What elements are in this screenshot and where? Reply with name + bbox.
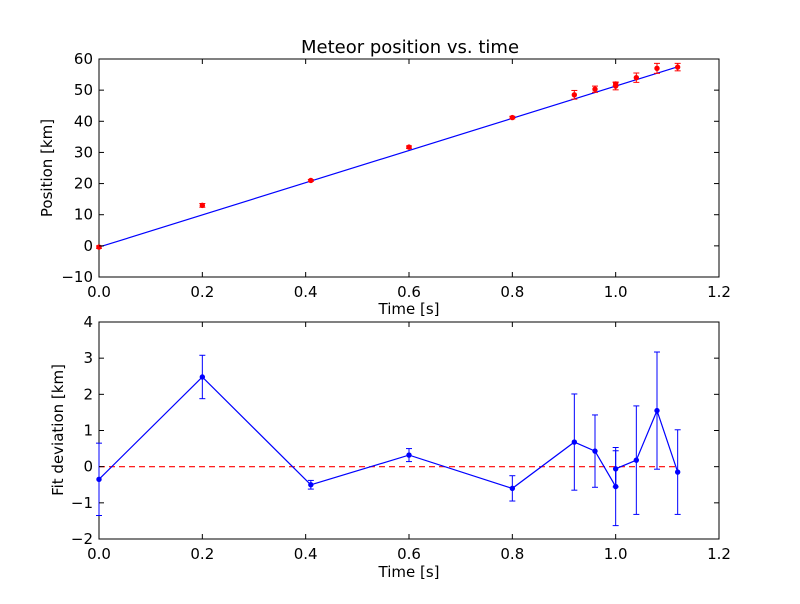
x-tick-label: 0.8	[500, 545, 524, 563]
y-tick-label: 4	[83, 313, 93, 331]
deviation-point	[654, 407, 660, 414]
fit-line	[98, 66, 678, 248]
y-tick-label: 3	[83, 349, 93, 367]
x-tick-label: 1.0	[604, 545, 628, 563]
position-point	[612, 81, 619, 87]
position-point	[633, 74, 640, 81]
deviation-point	[199, 374, 206, 380]
y-tick-label: 0	[83, 458, 93, 476]
deviation-point	[571, 439, 578, 445]
y-axis-label: Position [km]	[38, 119, 56, 217]
y-tick-label: 1	[83, 422, 93, 440]
deviation-point	[612, 466, 619, 472]
position-point	[654, 65, 660, 72]
x-tick-label: 1.0	[604, 283, 628, 301]
deviation-plot: 0.0 0.2 0.4 0.6 0.8 1.0 1.2 −2 −1 0 1 2 3 4 Time [s]…	[49, 313, 731, 581]
y-tick-label: 20	[74, 175, 93, 193]
deviation-point	[592, 448, 598, 454]
chart-title: Meteor position vs. time	[301, 37, 519, 58]
position-point	[509, 114, 516, 121]
position-point	[199, 202, 206, 209]
x-tick-label: 0.0	[87, 545, 111, 563]
plot-frame	[98, 58, 720, 278]
deviation-point	[308, 482, 314, 488]
y-tick-label: −1	[71, 494, 93, 512]
x-tick-label: 0.8	[500, 283, 524, 301]
x-tick-label: 1.2	[707, 283, 731, 301]
x-tick-label: 1.2	[707, 545, 731, 563]
position-plot: Meteor position vs. time 0.0 0.2 0.4 0.6 0.8…	[38, 37, 731, 318]
position-point	[406, 144, 412, 150]
y-tick-label: 0	[83, 237, 93, 255]
x-tick-label: 0.2	[190, 545, 214, 563]
x-tick-label: 0.4	[294, 545, 318, 563]
y-tick-label: 50	[74, 81, 93, 99]
deviation-point	[96, 476, 102, 483]
y-tick-label: 10	[74, 206, 93, 224]
y-axis-label: Fit deviation [km]	[49, 364, 67, 496]
position-marks	[96, 62, 681, 250]
deviation-point	[509, 485, 516, 492]
y-tick-label: 40	[74, 112, 93, 130]
deviation-point	[633, 457, 640, 463]
y-tick-label: 30	[74, 143, 93, 161]
y-ticks: −2 −1 0 1 2 3 4	[71, 313, 719, 548]
x-tick-label: 0.6	[397, 545, 421, 563]
position-point	[674, 64, 681, 70]
y-tick-label: −10	[61, 268, 93, 286]
y-ticks: −10 0 10 20 30 40 50 60	[61, 50, 719, 286]
deviation-point	[406, 452, 412, 458]
x-tick-label: 0.6	[397, 283, 421, 301]
x-axis-label: Time [s]	[378, 563, 440, 581]
deviation-marks	[96, 351, 681, 527]
x-ticks: 0.0 0.2 0.4 0.6 0.8 1.0 1.2	[87, 59, 731, 301]
deviation-line	[98, 376, 679, 490]
x-tick-label: 0.4	[294, 283, 318, 301]
position-point	[308, 177, 314, 184]
position-point	[592, 86, 598, 92]
deviation-point	[674, 469, 681, 475]
position-point	[571, 92, 578, 98]
plot-frame	[98, 321, 720, 540]
y-tick-label: −2	[71, 530, 93, 548]
x-tick-label: 0.2	[190, 283, 214, 301]
y-tick-label: 2	[83, 385, 93, 403]
x-tick-label: 0.0	[87, 283, 111, 301]
x-axis-label: Time [s]	[378, 300, 440, 318]
y-tick-label: 60	[74, 50, 93, 68]
x-ticks: 0.0 0.2 0.4 0.6 0.8 1.0 1.2	[87, 322, 731, 563]
